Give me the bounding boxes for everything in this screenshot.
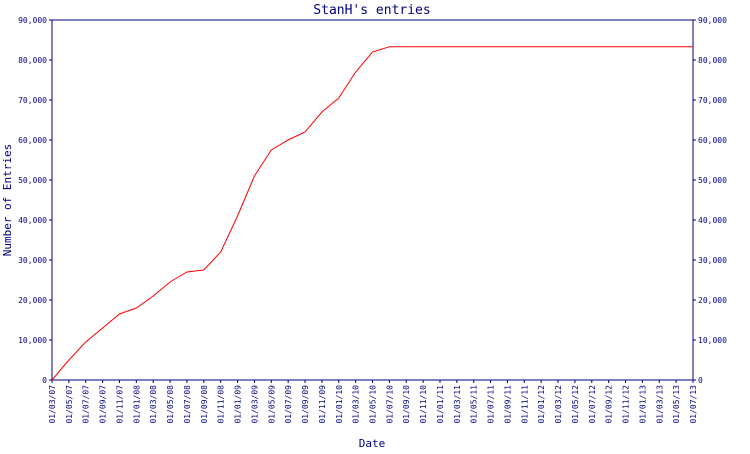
x-tick-label: 01/07/10 [385, 385, 394, 424]
x-tick-label: 01/05/08 [166, 385, 175, 424]
x-tick-label: 01/11/10 [419, 385, 428, 424]
x-tick-label: 01/03/09 [250, 385, 259, 424]
x-tick-label: 01/05/07 [65, 385, 74, 424]
x-tick-label: 01/11/09 [318, 385, 327, 424]
x-tick-label: 01/01/13 [638, 385, 647, 424]
y-tick-label: 60,000 [18, 136, 47, 145]
y2-tick-label: 20,000 [698, 296, 727, 305]
x-tick-label: 01/03/10 [352, 385, 361, 424]
x-tick-label: 01/07/13 [689, 385, 698, 424]
x-tick-label: 01/07/11 [487, 385, 496, 424]
x-tick-label: 01/09/12 [605, 385, 614, 424]
x-tick-label: 01/05/10 [369, 385, 378, 424]
y2-tick-label: 60,000 [698, 136, 727, 145]
y-tick-label: 70,000 [18, 96, 47, 105]
y-tick-label: 90,000 [18, 16, 47, 25]
x-tick-label: 01/11/08 [217, 385, 226, 424]
y-tick-label: 10,000 [18, 336, 47, 345]
y-tick-label: 0 [42, 376, 47, 385]
y-tick-label: 50,000 [18, 176, 47, 185]
x-tick-label: 01/03/12 [554, 385, 563, 424]
y-tick-label: 30,000 [18, 256, 47, 265]
x-axis-label: Date [359, 437, 386, 450]
x-tick-label: 01/11/11 [520, 385, 529, 424]
x-tick-label: 01/05/09 [267, 385, 276, 424]
x-tick-label: 01/01/10 [335, 385, 344, 424]
x-tick-label: 01/07/07 [82, 385, 91, 424]
y2-tick-label: 10,000 [698, 336, 727, 345]
x-tick-label: 01/03/08 [149, 385, 158, 424]
y2-tick-label: 40,000 [698, 216, 727, 225]
x-tick-label: 01/01/11 [436, 385, 445, 424]
y2-tick-label: 50,000 [698, 176, 727, 185]
y-tick-label: 40,000 [18, 216, 47, 225]
x-tick-label: 01/05/12 [571, 385, 580, 424]
x-tick-label: 01/01/08 [132, 385, 141, 424]
x-tick-label: 01/07/12 [588, 385, 597, 424]
x-tick-label: 01/09/10 [402, 385, 411, 424]
x-tick-label: 01/03/11 [453, 385, 462, 424]
x-tick-label: 01/09/08 [200, 385, 209, 424]
x-tick-label: 01/09/07 [99, 385, 108, 424]
y2-tick-label: 80,000 [698, 56, 727, 65]
y-tick-label: 20,000 [18, 296, 47, 305]
y2-tick-label: 90,000 [698, 16, 727, 25]
x-tick-label: 01/03/07 [48, 385, 57, 424]
plot-frame [51, 19, 694, 381]
x-tick-label: 01/07/08 [183, 385, 192, 424]
y2-tick-label: 30,000 [698, 256, 727, 265]
x-tick-label: 01/11/12 [622, 385, 631, 424]
y-tick-label: 80,000 [18, 56, 47, 65]
y2-tick-label: 70,000 [698, 96, 727, 105]
data-line [51, 46, 693, 381]
x-tick-label: 01/11/07 [115, 385, 124, 424]
x-tick-label: 01/01/12 [537, 385, 546, 424]
x-tick-label: 01/05/13 [672, 385, 681, 424]
x-tick-label: 01/03/13 [655, 385, 664, 424]
y-axis-label: Number of Entries [1, 144, 14, 257]
x-tick-label: 01/05/11 [470, 385, 479, 424]
chart-title: StanH's entries [313, 3, 430, 18]
x-tick-label: 01/07/09 [284, 385, 293, 424]
y2-tick-label: 0 [698, 376, 703, 385]
x-tick-label: 01/01/09 [234, 385, 243, 424]
x-tick-label: 01/09/11 [503, 385, 512, 424]
x-tick-label: 01/09/09 [301, 385, 310, 424]
